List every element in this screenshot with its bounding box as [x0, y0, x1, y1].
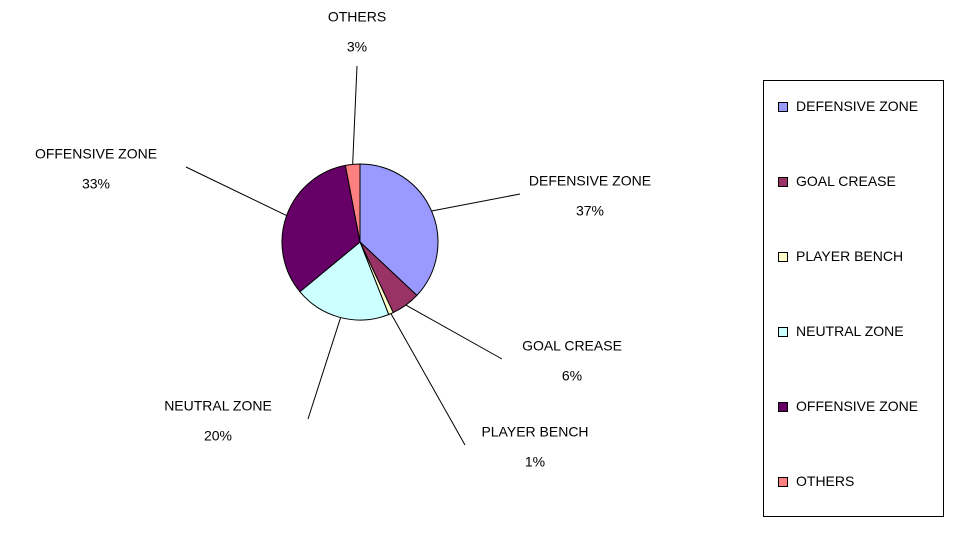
legend-swatch [778, 477, 788, 487]
slice-label: GOAL CREASE [522, 338, 622, 354]
legend-item: DEFENSIVE ZONE [778, 93, 943, 120]
leader-line [352, 65, 358, 165]
legend-label: OTHERS [796, 473, 855, 489]
slice-value: 37% [576, 203, 604, 219]
legend-swatch [778, 177, 788, 187]
legend-swatch [778, 402, 788, 412]
leader-line [307, 317, 342, 420]
slice-value: 20% [204, 428, 232, 444]
chart: DEFENSIVE ZONE 37% GOAL CREASE 6% PLAYER BEN… [35, 9, 651, 470]
legend-item: GOAL CREASE [778, 168, 943, 195]
slice-label: OTHERS [328, 9, 386, 25]
slice-label: DEFENSIVE ZONE [529, 173, 651, 189]
legend-label: OFFENSIVE ZONE [796, 398, 919, 414]
legend-swatch [778, 252, 788, 262]
leader-line [405, 304, 503, 360]
legend-label: NEUTRAL ZONE [796, 323, 904, 339]
slice-value: 33% [82, 176, 110, 192]
legend-item: OTHERS [778, 468, 943, 495]
slice-label: PLAYER BENCH [481, 424, 588, 440]
slice-value: 6% [562, 368, 582, 384]
pie-slice [359, 163, 439, 297]
legend-swatch [778, 327, 788, 337]
pie-slice [281, 164, 361, 293]
legend-label: GOAL CREASE [796, 173, 896, 189]
leader-line [431, 193, 521, 212]
slice-label: OFFENSIVE ZONE [35, 146, 157, 162]
leader-line [390, 313, 466, 446]
slice-label: NEUTRAL ZONE [164, 398, 272, 414]
legend-item: NEUTRAL ZONE [778, 318, 943, 345]
legend-swatch [778, 102, 788, 112]
legend: DEFENSIVE ZONE GOAL CREASE PLAYER BENCH NEU… [763, 80, 944, 517]
slice-value: 1% [525, 454, 545, 470]
pie-slice [344, 163, 361, 243]
slice-value: 3% [347, 39, 367, 55]
legend-item: OFFENSIVE ZONE [778, 393, 943, 420]
legend-label: DEFENSIVE ZONE [796, 98, 919, 114]
legend-label: PLAYER BENCH [796, 248, 904, 264]
leader-line [185, 166, 287, 217]
legend-item: PLAYER BENCH [778, 243, 943, 270]
